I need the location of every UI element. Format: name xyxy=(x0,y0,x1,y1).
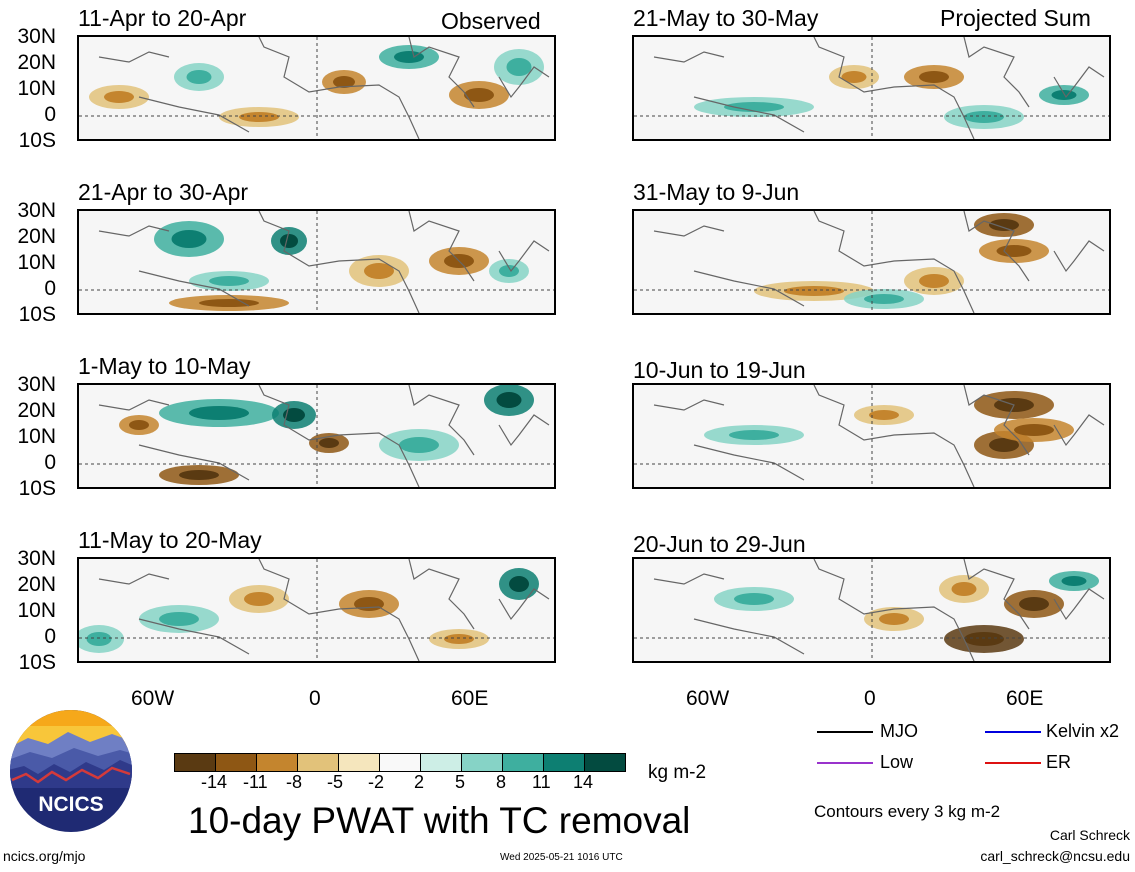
colorbar-swatch xyxy=(584,753,626,772)
map-panel xyxy=(77,557,556,663)
lon-label: 60W xyxy=(686,687,730,710)
colorbar-swatch xyxy=(338,753,380,772)
map-panel xyxy=(77,35,556,141)
colorbar-tick: -5 xyxy=(327,772,344,792)
legend-line-er xyxy=(985,762,1041,764)
colorbar-swatch xyxy=(543,753,585,772)
colorbar-tick: -8 xyxy=(286,772,303,792)
panel-title-8: 20-Jun to 29-Jun xyxy=(633,531,806,557)
lat-label: 30N xyxy=(17,373,56,396)
map-svg xyxy=(79,385,554,487)
lat-label: 0 xyxy=(44,103,56,126)
lat-label: 30N xyxy=(17,199,56,222)
map-svg xyxy=(634,211,1109,313)
map-panel xyxy=(77,383,556,489)
lat-label: 20N xyxy=(17,51,56,74)
figure-title: 10-day PWAT with TC removal xyxy=(188,800,691,841)
panel-title-3: 1-May to 10-May xyxy=(78,353,251,379)
colorbar-swatch xyxy=(461,753,503,772)
lat-label: 20N xyxy=(17,573,56,596)
lat-label: 20N xyxy=(17,399,56,422)
legend-line-low xyxy=(817,762,873,764)
lat-label: 10S xyxy=(18,477,56,500)
colorbar-tick: -14 xyxy=(201,772,228,792)
map-svg xyxy=(79,37,554,139)
lat-label: 0 xyxy=(44,625,56,648)
panel-title-6: 31-May to 9-Jun xyxy=(633,179,800,205)
lon-label: 0 xyxy=(864,687,876,710)
lat-label: 10S xyxy=(18,303,56,326)
legend-label: ER xyxy=(1046,752,1072,772)
lat-label: 10S xyxy=(18,129,56,152)
map-svg xyxy=(634,37,1109,139)
legend-label: Kelvin x2 xyxy=(1046,721,1120,741)
ncics-logo: NCICS xyxy=(8,708,134,834)
author-name: Carl Schreck xyxy=(1049,827,1130,843)
map-panel xyxy=(632,383,1111,489)
colorbar-tick: -2 xyxy=(368,772,385,792)
author-email: carl_schreck@ncsu.edu xyxy=(980,848,1130,864)
map-svg xyxy=(79,211,554,313)
colorbar-swatch xyxy=(379,753,421,772)
legend-line-mjo xyxy=(817,731,873,733)
colorbar-swatch xyxy=(420,753,462,772)
projected-header: Projected Sum xyxy=(940,5,1091,31)
svg-text:NCICS: NCICS xyxy=(38,793,103,816)
lon-label: 60W xyxy=(131,687,175,710)
colorbar-swatch xyxy=(502,753,544,772)
observed-header: Observed xyxy=(441,8,541,34)
panel-title-1: 11-Apr to 20-Apr xyxy=(78,5,247,31)
colorbar-swatch xyxy=(256,753,298,772)
panel-title-2: 21-Apr to 30-Apr xyxy=(78,179,249,205)
colorbar-swatch xyxy=(297,753,339,772)
map-svg xyxy=(634,385,1109,487)
colorbar-tick: -11 xyxy=(243,772,268,792)
lat-label: 0 xyxy=(44,451,56,474)
legend-label: MJO xyxy=(880,721,918,741)
timestamp: Wed 2025-05-21 1016 UTC xyxy=(500,852,623,863)
lat-label: 10S xyxy=(18,651,56,674)
contours-note: Contours every 3 kg m-2 xyxy=(814,802,1001,821)
map-svg xyxy=(79,559,554,661)
colorbar-swatch xyxy=(215,753,257,772)
panel-title-4: 11-May to 20-May xyxy=(78,527,262,553)
colorbar-units: kg m-2 xyxy=(648,762,707,783)
lat-label: 10N xyxy=(17,425,56,448)
lon-label: 60E xyxy=(451,687,489,710)
map-panel xyxy=(632,209,1111,315)
lon-label: 60E xyxy=(1006,687,1044,710)
map-panel xyxy=(632,557,1111,663)
colorbar-swatch xyxy=(174,753,216,772)
colorbar-tick: 8 xyxy=(496,772,507,792)
site-url: ncics.org/mjo xyxy=(3,848,86,864)
lat-label: 10N xyxy=(17,77,56,100)
lat-label: 20N xyxy=(17,225,56,248)
map-panel xyxy=(632,35,1111,141)
lat-label: 10N xyxy=(17,251,56,274)
colorbar-tick: 5 xyxy=(455,772,466,792)
colorbar-tick: 14 xyxy=(573,772,594,792)
panel-title-5: 21-May to 30-May xyxy=(633,5,819,31)
colorbar-tick: 2 xyxy=(414,772,425,792)
legend-label: Low xyxy=(880,752,914,772)
lat-label: 10N xyxy=(17,599,56,622)
legend-line-kelvin xyxy=(985,731,1041,733)
lat-label: 30N xyxy=(17,25,56,48)
lon-label: 0 xyxy=(309,687,321,710)
map-svg xyxy=(634,559,1109,661)
lat-label: 30N xyxy=(17,547,56,570)
colorbar-tick: 11 xyxy=(532,772,551,792)
lat-label: 0 xyxy=(44,277,56,300)
map-panel xyxy=(77,209,556,315)
panel-title-7: 10-Jun to 19-Jun xyxy=(633,357,806,383)
